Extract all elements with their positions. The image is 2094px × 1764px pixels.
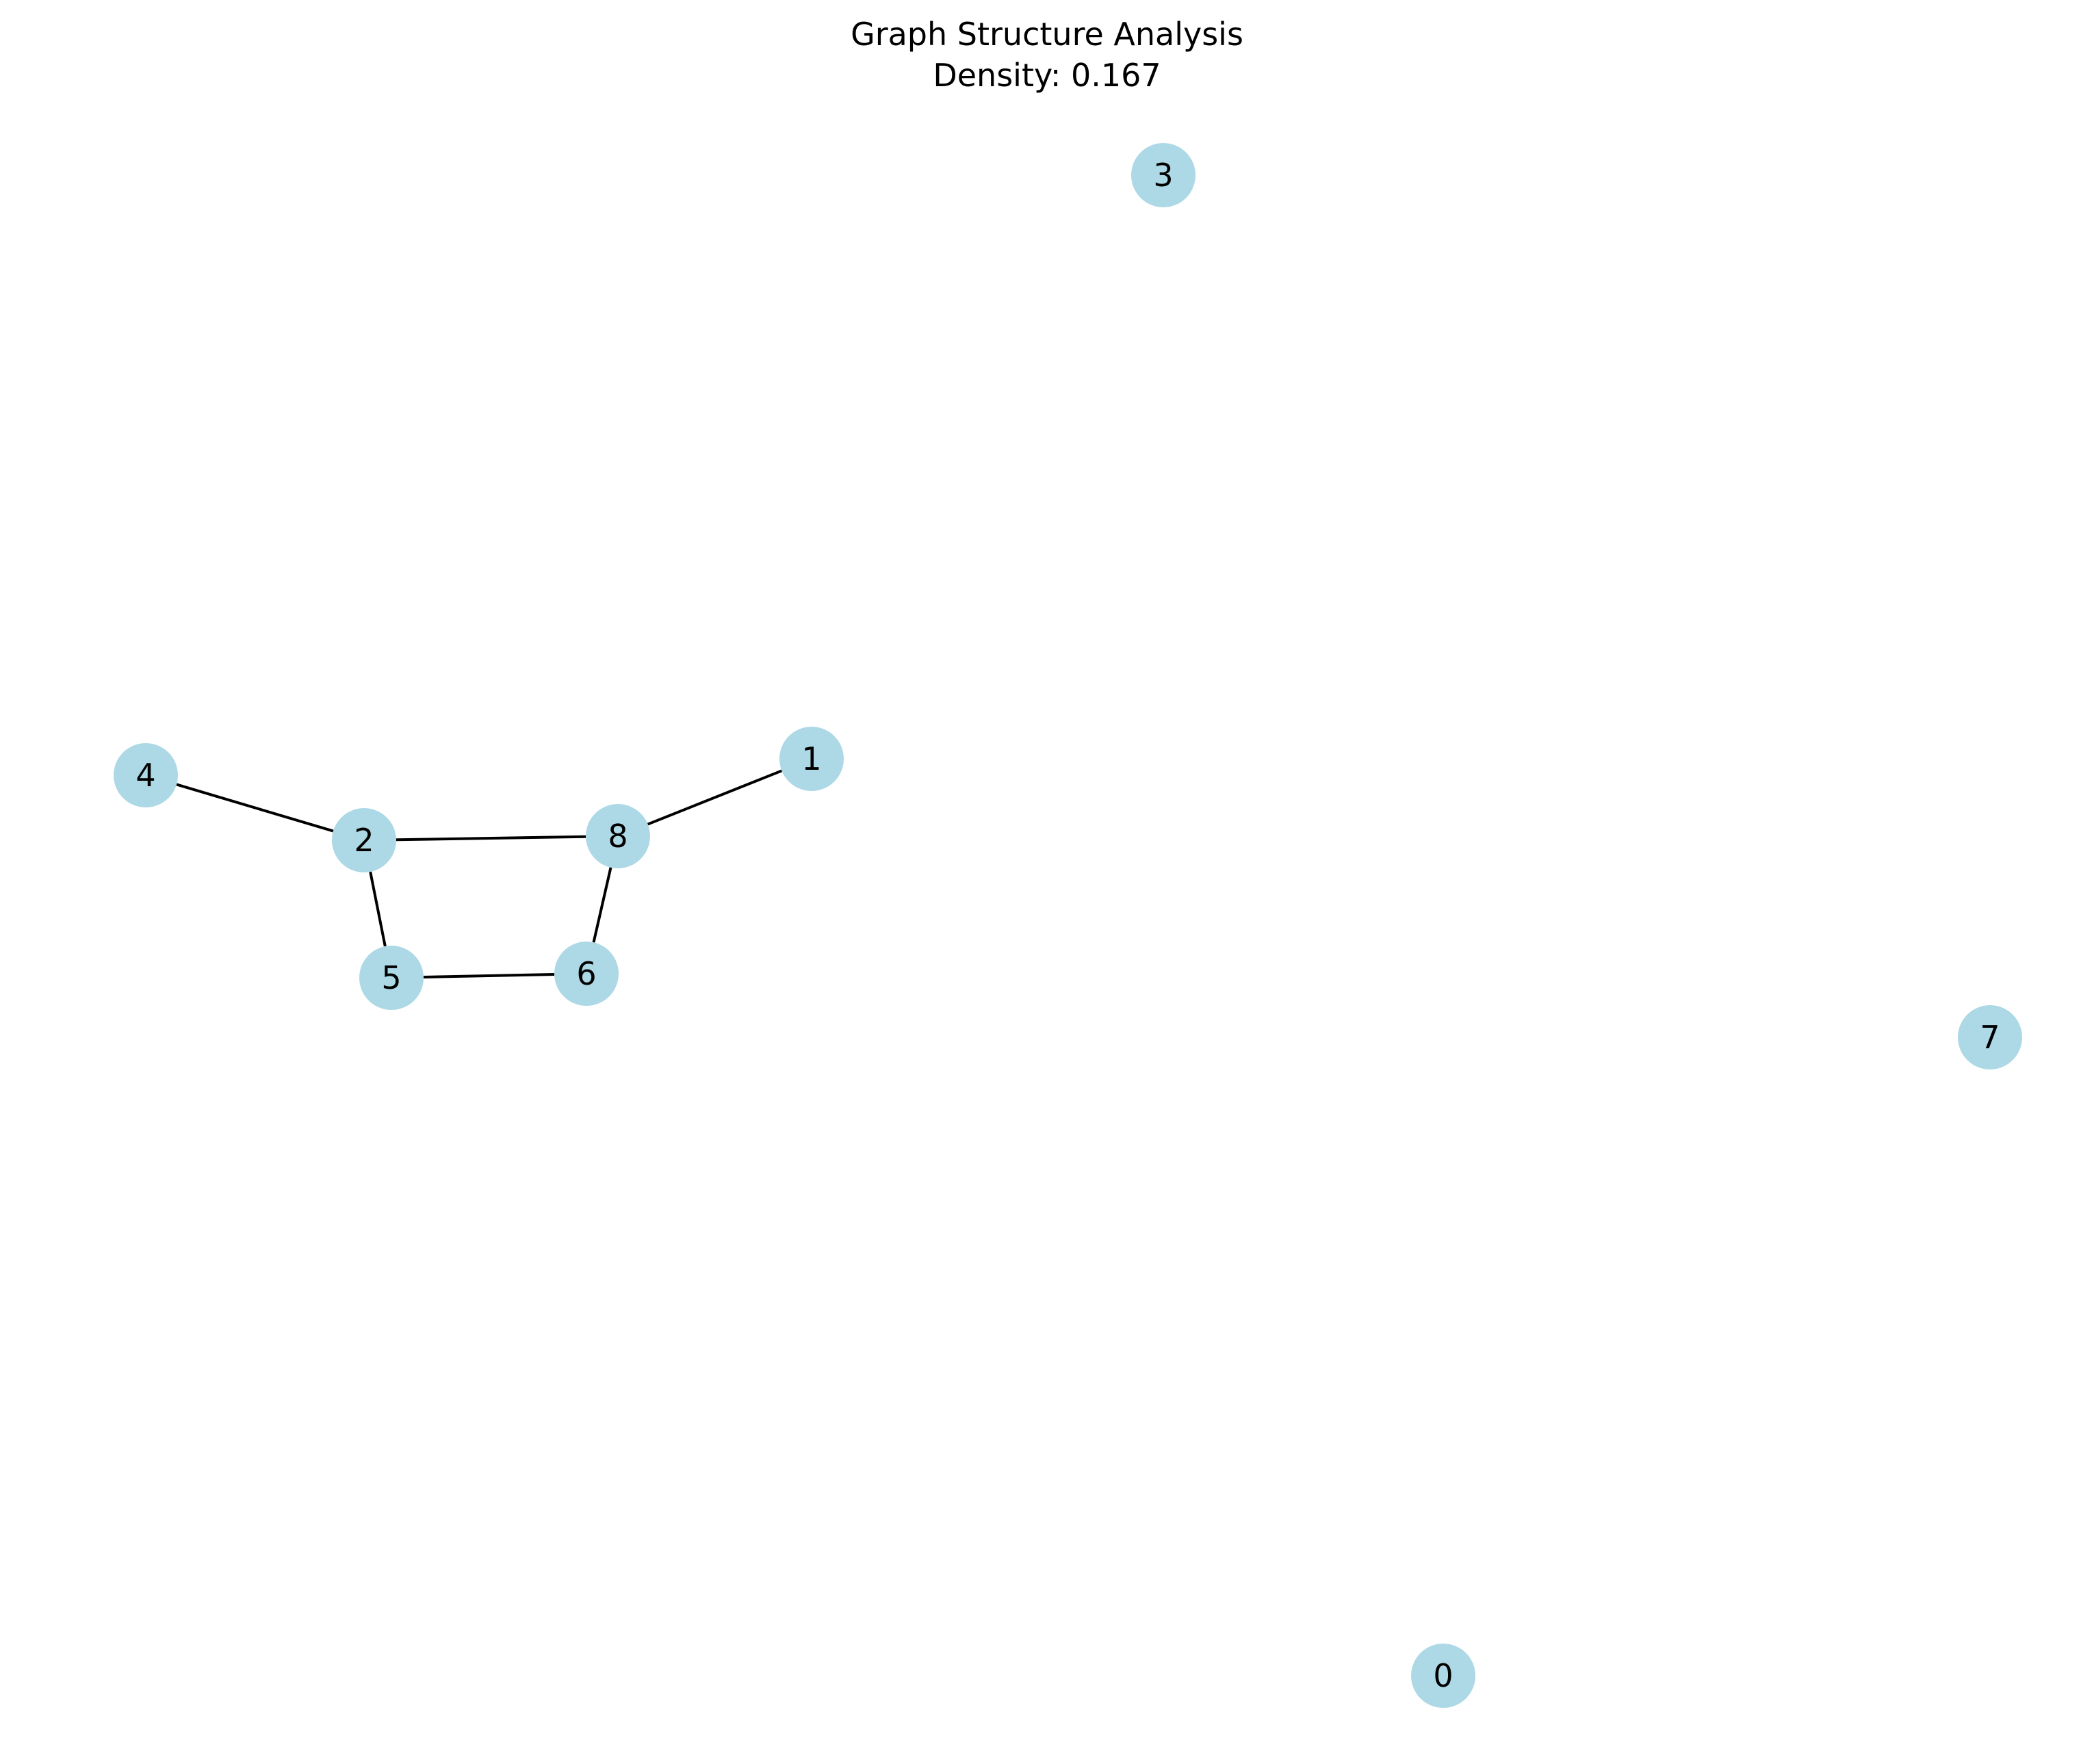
node-circle-3 <box>1131 143 1195 207</box>
edge-6-8 <box>592 867 612 943</box>
edge-2-5 <box>369 871 387 947</box>
node-circle-8 <box>586 804 650 868</box>
edge-4-2 <box>176 783 334 833</box>
node-label-0: 0 <box>1433 1657 1453 1694</box>
node-0: 0 <box>1411 1644 1475 1708</box>
node-3: 3 <box>1131 143 1195 207</box>
node-label-1: 1 <box>801 740 821 777</box>
node-label-4: 4 <box>135 757 155 794</box>
node-7: 7 <box>1958 1005 2022 1069</box>
node-8: 8 <box>586 804 650 868</box>
node-label-3: 3 <box>1153 157 1173 194</box>
node-circle-1 <box>779 727 844 791</box>
edges-layer <box>176 769 783 979</box>
node-5: 5 <box>359 946 424 1010</box>
edge-8-1 <box>647 769 783 826</box>
node-label-6: 6 <box>576 955 596 992</box>
node-circle-7 <box>1958 1005 2022 1069</box>
node-circle-4 <box>114 743 178 807</box>
edge-2-8 <box>396 835 586 842</box>
title-line-2: Density: 0.167 <box>933 57 1161 94</box>
node-label-5: 5 <box>381 959 401 996</box>
node-label-2: 2 <box>354 822 374 859</box>
node-circle-6 <box>554 942 619 1006</box>
node-label-7: 7 <box>1980 1019 2000 1056</box>
node-circle-0 <box>1411 1644 1475 1708</box>
nodes-layer: 0 1 2 3 4 5 6 7 8 <box>114 143 2022 1708</box>
node-circle-5 <box>359 946 424 1010</box>
node-2: 2 <box>332 808 396 872</box>
node-6: 6 <box>554 942 619 1006</box>
node-label-8: 8 <box>608 818 628 855</box>
node-1: 1 <box>779 727 844 791</box>
node-circle-2 <box>332 808 396 872</box>
title-line-1: Graph Structure Analysis <box>851 16 1243 53</box>
node-4: 4 <box>114 743 178 807</box>
edge-5-6 <box>423 972 555 979</box>
